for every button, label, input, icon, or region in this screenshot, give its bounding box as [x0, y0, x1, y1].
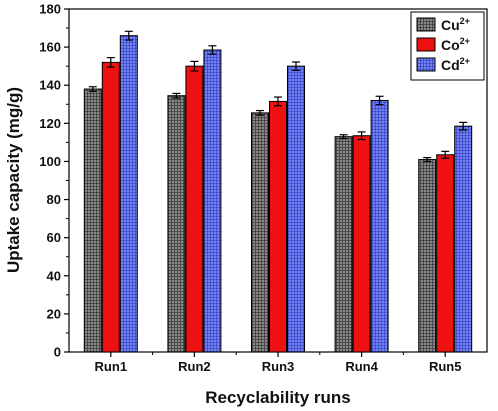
error-bar-co-run1 — [106, 56, 115, 68]
error-bar-cd-run5 — [459, 121, 468, 131]
bar-co-run5 — [436, 154, 455, 353]
error-bar-cu-run2 — [172, 92, 181, 99]
bar-cd-run1 — [119, 35, 138, 353]
error-bars-layer — [88, 30, 468, 163]
error-bar-cu-run1 — [88, 86, 97, 92]
error-bar-co-run5 — [441, 150, 450, 159]
bar-cd-run5 — [454, 125, 473, 353]
error-bar-cd-run2 — [208, 45, 217, 55]
y-tick-label: 180 — [39, 2, 61, 17]
bar-co-run2 — [185, 65, 204, 353]
bar-cu-run5 — [418, 159, 437, 353]
error-bar-cu-run5 — [423, 157, 432, 163]
error-bar-co-run2 — [190, 60, 199, 72]
bar-cu-run2 — [167, 95, 186, 353]
bar-cd-run3 — [287, 65, 305, 353]
bar-cu-run3 — [251, 112, 269, 353]
bar-cd-run4 — [370, 99, 389, 353]
error-bar-cd-run1 — [124, 30, 133, 41]
legend-swatch-cu — [416, 17, 436, 32]
bar-cu-run1 — [83, 88, 102, 353]
y-tick-label: 20 — [47, 306, 61, 321]
x-axis: Run1 Run2 Run3 Run4 Run5 — [95, 352, 462, 374]
error-bar-cd-run3 — [292, 61, 300, 71]
y-tick-label: 0 — [54, 345, 61, 360]
x-axis-label: Recyclability runs — [205, 388, 351, 407]
error-bar-cu-run3 — [256, 109, 264, 116]
y-tick-label: 40 — [47, 268, 61, 283]
bar-co-run1 — [101, 61, 120, 353]
bar-co-run3 — [269, 100, 287, 353]
bar-co-run4 — [352, 135, 371, 353]
error-bar-cd-run4 — [375, 95, 384, 106]
error-bar-co-run3 — [274, 96, 282, 107]
y-tick-label: 120 — [39, 116, 61, 131]
bars-layer — [83, 35, 473, 353]
y-tick-label: 160 — [39, 40, 61, 55]
bar-cd-run2 — [203, 49, 222, 353]
y-tick-label: 140 — [39, 78, 61, 93]
y-tick-label: 60 — [47, 230, 61, 245]
x-tick-label: Run1 — [95, 359, 128, 374]
x-tick-label: Run4 — [345, 359, 378, 374]
x-tick-label: Run3 — [262, 359, 295, 374]
bar-cu-run4 — [334, 136, 353, 353]
error-bar-co-run4 — [357, 131, 366, 141]
y-tick-label: 100 — [39, 154, 61, 169]
y-axis-label: Uptake capacity (mg/g) — [4, 87, 23, 273]
x-tick-label: Run2 — [178, 359, 211, 374]
y-tick-label: 80 — [47, 192, 61, 207]
error-bar-cu-run4 — [339, 134, 348, 140]
legend: Cu2+Co2+Cd2+ — [410, 11, 485, 81]
y-axis: 0 20 40 60 80 100 120 140 160 180 — [39, 2, 69, 360]
legend-swatch-co — [416, 37, 436, 52]
legend-swatch-cd — [416, 57, 436, 72]
x-tick-label: Run5 — [429, 359, 462, 374]
